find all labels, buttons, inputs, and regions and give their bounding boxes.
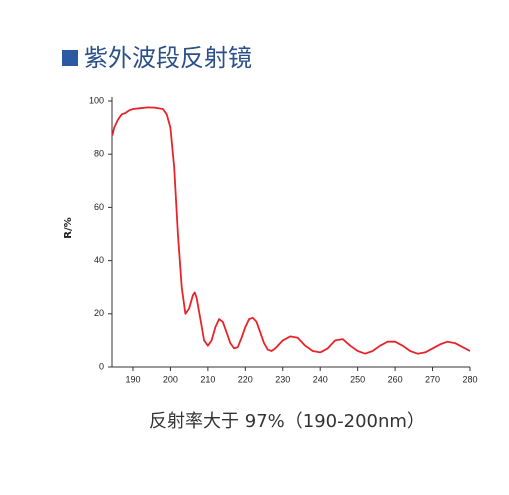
x-tick-label: 280: [462, 374, 477, 384]
y-tick-label: 60: [94, 202, 104, 212]
y-tick-label: 0: [99, 361, 104, 371]
y-tick-label: 80: [94, 149, 104, 159]
caption: 反射率大于 97%（190-200nm）: [149, 411, 425, 432]
title-marker: [62, 50, 78, 66]
x-tick-label: 190: [125, 374, 140, 384]
x-tick-label: 230: [275, 374, 290, 384]
y-tick-label: 20: [94, 308, 104, 318]
x-tick-label: 250: [350, 374, 365, 384]
y-tick-label: 100: [89, 95, 104, 105]
x-tick-label: 220: [238, 374, 253, 384]
x-tick-label: 210: [200, 374, 215, 384]
x-tick-label: 260: [388, 374, 403, 384]
y-tick-label: 40: [94, 255, 104, 265]
data-line: [111, 106, 471, 355]
x-tick-label: 240: [313, 374, 328, 384]
y-axis-label: R/%: [63, 217, 74, 238]
x-tick-label: 200: [163, 374, 178, 384]
x-tick-label: 270: [425, 374, 440, 384]
chart-title: 紫外波段反射镜: [84, 44, 252, 72]
